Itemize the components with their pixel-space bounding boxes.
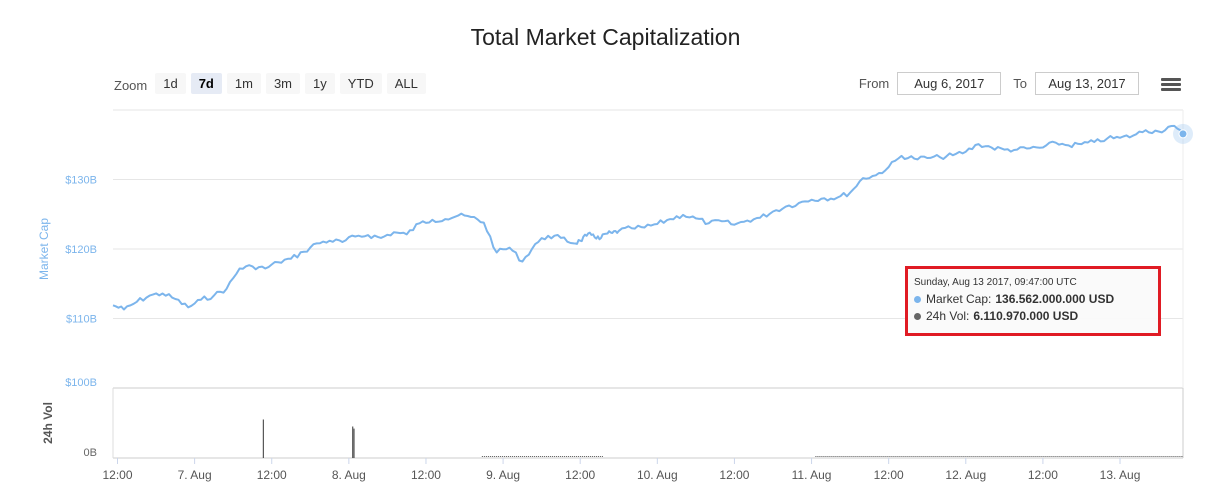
y-tick-label: $120B — [65, 244, 97, 256]
x-tick-label: 12:00 — [257, 468, 287, 482]
tooltip-title: Sunday, Aug 13 2017, 09:47:00 UTC — [914, 277, 1077, 288]
x-tick-label: 12:00 — [719, 468, 749, 482]
zoom-button-1y[interactable]: 1y — [305, 73, 335, 94]
x-tick-label: 12:00 — [102, 468, 132, 482]
market-cap-line — [112, 124, 1184, 311]
zoom-button-1d[interactable]: 1d — [155, 73, 186, 94]
x-tick-label: 11. Aug — [792, 468, 832, 482]
tooltip: Sunday, Aug 13 2017, 09:47:00 UTC Market… — [905, 266, 1161, 336]
tooltip-volume-label: 24h Vol: — [926, 309, 970, 323]
zoom-button-all[interactable]: ALL — [386, 73, 426, 94]
from-date-input[interactable] — [897, 72, 1002, 95]
volume-dot-icon — [914, 312, 921, 320]
y-tick-label: $130B — [65, 175, 97, 187]
tooltip-volume-value: 6.110.970.000 USD — [973, 309, 1079, 323]
lower-y-tick-label: 0B — [84, 447, 97, 459]
market-cap-dot-icon — [914, 295, 921, 303]
y-tick-label: $110B — [66, 314, 97, 326]
x-tick-label: 7. Aug — [178, 468, 212, 482]
x-tick-label: 12. Aug — [945, 468, 986, 482]
x-tick-label: 12:00 — [565, 468, 595, 482]
zoom-button-7d[interactable]: 7d — [190, 73, 222, 94]
zoom-bar: Zoom 1d 7d 1m 3m 1y YTD ALL — [114, 73, 431, 94]
x-tick-label: 8. Aug — [332, 468, 366, 482]
tooltip-market-cap-value: 136.562.000.000 USD — [995, 292, 1115, 306]
x-tick-label: 9. Aug — [486, 468, 520, 482]
to-date-input[interactable] — [1035, 72, 1139, 95]
chart-title: Total Market Capitalization — [470, 24, 741, 50]
zoom-button-1m[interactable]: 1m — [226, 73, 261, 94]
tooltip-row-market-cap: Market Cap: 136.562.000.000 USD — [914, 292, 1152, 306]
lower-y-axis-title: 24h Vol — [41, 402, 55, 444]
hamburger-menu-icon[interactable] — [1161, 78, 1181, 92]
zoom-button-3m[interactable]: 3m — [265, 73, 300, 94]
x-tick-label: 12:00 — [1028, 468, 1058, 482]
upper-y-axis-title: Market Cap — [37, 218, 51, 280]
zoom-button-ytd[interactable]: YTD — [339, 73, 382, 94]
x-tick-label: 12:00 — [411, 468, 441, 482]
tooltip-market-cap-label: Market Cap: — [926, 292, 992, 306]
tooltip-row-volume: 24h Vol: 6.110.970.000 USD — [914, 309, 1152, 323]
y-tick-label: $100B — [65, 377, 97, 389]
hover-point — [1178, 129, 1188, 139]
from-label: From — [858, 76, 890, 91]
x-tick-label: 12:00 — [874, 468, 904, 482]
zoom-label: Zoom — [114, 77, 148, 93]
x-tick-label: 10. Aug — [637, 468, 678, 482]
x-tick-label: 13. Aug — [1100, 468, 1141, 482]
to-label: To — [1013, 76, 1027, 91]
date-range-bar: From To — [847, 72, 1139, 95]
